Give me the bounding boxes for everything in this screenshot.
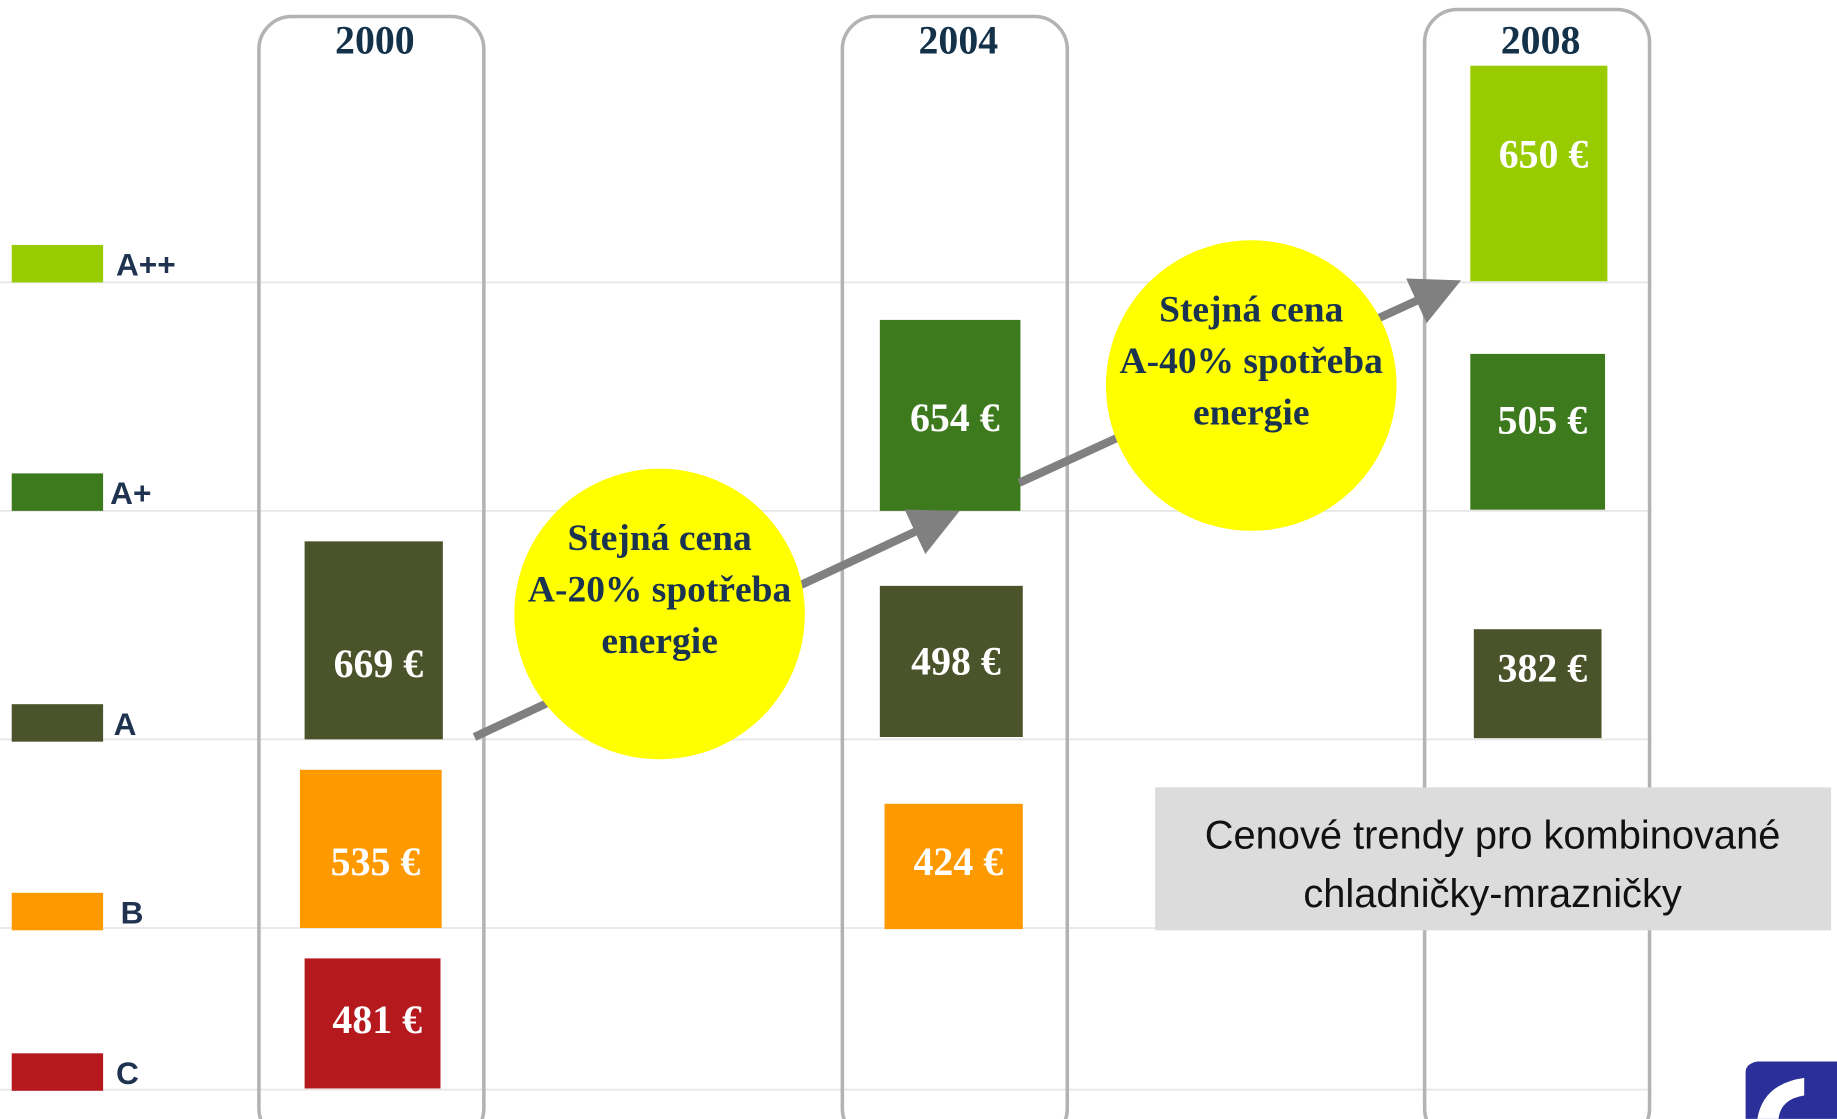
legend-swatch — [11, 1053, 104, 1091]
price-label: 481 € — [332, 998, 422, 1042]
price-box — [1473, 629, 1602, 739]
price-box — [304, 541, 443, 740]
note: Cenové trendy pro kombinované chladničky-… — [1205, 813, 1781, 916]
grid — [0, 281, 1652, 1091]
year-label: 2008 — [1501, 19, 1581, 63]
bubble-text: energie — [601, 621, 718, 662]
price-box — [884, 803, 1023, 930]
bubble-text: A-20% spotřeba — [528, 569, 792, 610]
bubble-text: Stejná cena — [567, 518, 751, 559]
price-label: 382 € — [1498, 647, 1588, 691]
legend-swatch — [11, 892, 104, 931]
bubbles: Stejná cena A-20% spotřeba energie Stejná c… — [514, 240, 1397, 760]
legend-label: A+ — [110, 475, 151, 511]
price-label: 535 € — [331, 840, 421, 884]
legend-swatch — [11, 244, 104, 283]
column-frame — [1422, 7, 1652, 1119]
bubble-text: energie — [1193, 393, 1310, 434]
legend-swatch — [11, 704, 104, 742]
price-label: 650 € — [1499, 132, 1589, 176]
price-label: 505 € — [1498, 398, 1588, 442]
price-box — [1470, 65, 1608, 282]
price-label: 424 € — [914, 840, 1004, 884]
price-label: 654 € — [910, 396, 1000, 440]
legend-swatch — [11, 473, 104, 511]
legend-label: B — [121, 894, 144, 930]
note-box — [1155, 787, 1832, 931]
bubble-text: Stejná cena — [1159, 289, 1343, 330]
bubble — [514, 468, 805, 760]
note-text: chladničky-mrazničky — [1303, 872, 1682, 916]
price-box — [879, 319, 1021, 511]
column-frame — [257, 14, 486, 1119]
bubble — [1105, 240, 1397, 531]
price-box — [1470, 353, 1606, 510]
bubble-text: A-40% spotřeba — [1120, 341, 1384, 382]
logo-mark — [1757, 1077, 1805, 1119]
price-label: 498 € — [911, 640, 1001, 684]
column-frame — [840, 14, 1070, 1119]
price-box — [879, 585, 1023, 737]
price-label: 669 € — [334, 642, 424, 686]
note-text: Cenové trendy pro kombinované — [1205, 813, 1781, 857]
legend-label: C — [116, 1055, 139, 1091]
legend-label: A++ — [116, 247, 176, 283]
content: A++ A+ A B C 2000 669 € 535 € 481 € 2004 654 € 498 … — [11, 19, 1608, 1091]
price-box — [304, 958, 441, 1089]
year-label: 2004 — [919, 19, 999, 63]
legend-label: A — [114, 706, 137, 742]
price-box — [299, 769, 442, 928]
year-label: 2000 — [335, 19, 415, 63]
